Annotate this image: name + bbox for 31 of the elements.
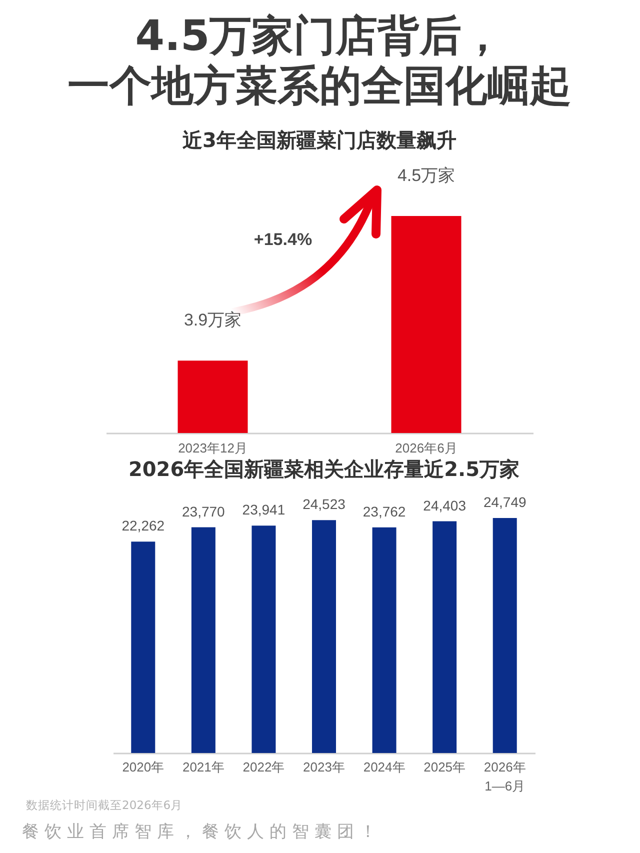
- bar: [131, 542, 156, 753]
- bar: [312, 520, 336, 753]
- bar: [191, 527, 216, 753]
- annotation: +15.4%: [254, 230, 312, 250]
- text: 数据统计时间截至2026年6月: [26, 798, 183, 813]
- x-tick-label: 2026年6月: [395, 440, 458, 456]
- data-label: 3.9万家: [184, 310, 242, 330]
- bar: [372, 527, 396, 753]
- x-tick-label: 2021年: [182, 760, 224, 774]
- x-tick-label: 2022年: [242, 760, 285, 774]
- data-label: 24,523: [302, 496, 346, 512]
- x-tick-label: 2026年 1—6月: [484, 760, 526, 794]
- data-label: 22,262: [122, 518, 165, 534]
- data-label: 23,941: [242, 502, 286, 518]
- x-tick-label: 2024年: [363, 760, 406, 774]
- bar: [252, 526, 276, 753]
- data-label: 23,762: [362, 503, 406, 520]
- chart-title: 4.5万家门店背后，一个地方菜系的全国化崛起: [68, 11, 572, 110]
- bar: [492, 518, 517, 753]
- data-label: 4.5万家: [397, 166, 456, 185]
- data-label: 24,403: [423, 497, 466, 514]
- x-tick-label: 2023年12月: [178, 440, 248, 456]
- x-tick-label: 2025年: [424, 760, 466, 774]
- data-label: 23,770: [182, 503, 226, 520]
- x-tick-label: 2020年: [122, 760, 164, 774]
- chart-subtitle: 近3年全国新疆菜门店数量飙升: [182, 128, 456, 152]
- x-tick-label: 2023年: [303, 760, 345, 774]
- bar: [432, 521, 457, 753]
- text: 餐饮业首席智库，餐饮人的智囊团！: [22, 822, 382, 842]
- chart-title: 2026年全国新疆菜相关企业存量近2.5万家: [128, 457, 520, 481]
- data-label: 24,749: [483, 494, 526, 510]
